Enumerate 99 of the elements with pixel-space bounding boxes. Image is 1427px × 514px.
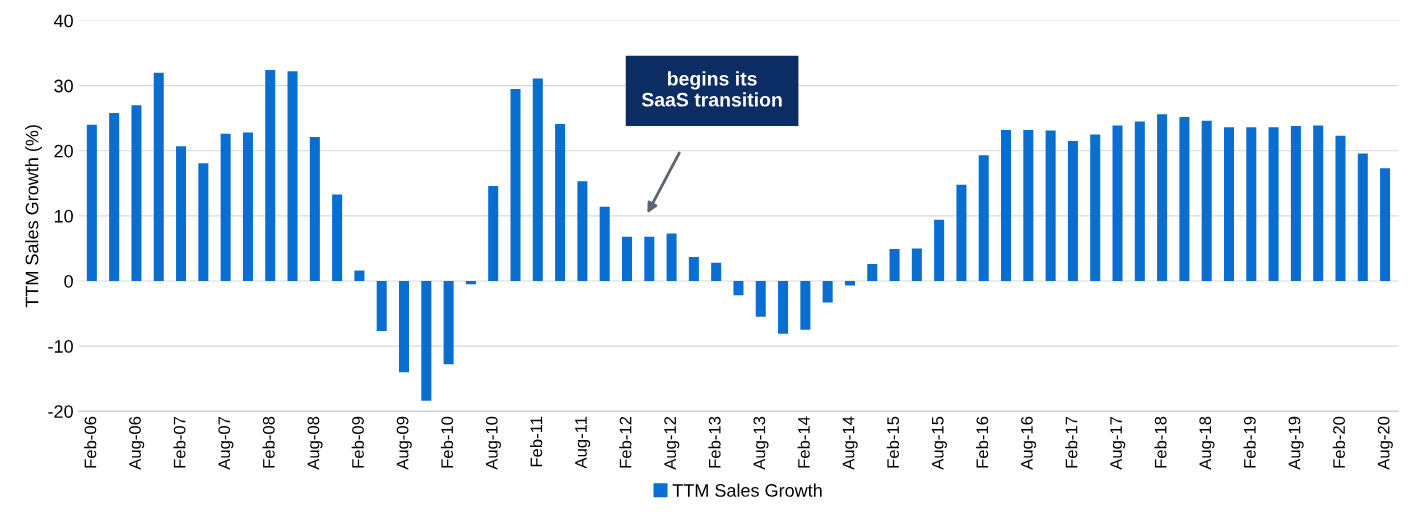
bar xyxy=(599,206,610,281)
x-tick-label: Feb-09 xyxy=(351,416,364,468)
bar xyxy=(844,280,855,286)
bar xyxy=(1201,120,1212,281)
bar xyxy=(755,280,766,317)
bar xyxy=(465,280,476,285)
bar xyxy=(733,280,744,296)
x-tick-label: Aug-08 xyxy=(307,416,323,470)
bar xyxy=(1290,126,1301,281)
bar xyxy=(1023,129,1034,281)
bar xyxy=(867,264,878,281)
bar xyxy=(421,280,432,401)
bar xyxy=(778,280,789,334)
bar xyxy=(711,262,722,281)
y-tick-label: 20 xyxy=(54,144,73,158)
x-tick-label: Feb-06 xyxy=(84,416,97,468)
x-tick-label: Aug-09 xyxy=(396,416,412,470)
bar xyxy=(131,105,142,281)
x-tick-label: Feb-16 xyxy=(975,416,989,468)
y-tick-label: -10 xyxy=(48,340,73,353)
bar xyxy=(978,155,989,281)
bar xyxy=(555,124,566,281)
y-tick-label: 40 xyxy=(53,14,73,28)
bar xyxy=(443,280,454,365)
bar xyxy=(176,146,187,281)
bar xyxy=(1045,130,1056,281)
x-tick-label: Feb-13 xyxy=(708,416,721,468)
x-tick-label: Feb-07 xyxy=(173,416,186,468)
bar xyxy=(354,270,365,281)
bar xyxy=(488,185,499,281)
bar xyxy=(688,256,699,281)
bar xyxy=(198,163,209,281)
x-tick-label: Aug-12 xyxy=(664,416,680,470)
x-tick-label: Aug-11 xyxy=(575,416,591,469)
bar xyxy=(109,113,120,281)
legend-label: TTM Sales Growth xyxy=(672,483,822,497)
bar xyxy=(1357,153,1368,281)
bar xyxy=(1380,168,1391,281)
bar xyxy=(220,133,231,281)
bar xyxy=(1090,134,1101,281)
bar xyxy=(510,88,521,281)
bar xyxy=(822,280,833,303)
x-tick-label: Aug-20 xyxy=(1377,416,1393,470)
bar xyxy=(644,236,655,281)
bar xyxy=(287,71,298,281)
bar xyxy=(1313,125,1324,281)
x-tick-label: Feb-19 xyxy=(1243,416,1256,468)
x-tick-label: Feb-08 xyxy=(262,416,275,468)
x-tick-label: Feb-20 xyxy=(1332,416,1345,468)
x-tick-label: Aug-07 xyxy=(218,416,234,470)
bar xyxy=(911,248,922,281)
x-tick-label: Feb-10 xyxy=(440,416,454,468)
x-tick-label: Feb-18 xyxy=(1154,416,1167,468)
bar xyxy=(1001,129,1012,281)
bar xyxy=(577,181,588,281)
bar xyxy=(1179,116,1190,281)
bar xyxy=(1112,125,1123,281)
bar xyxy=(1335,135,1346,281)
bar xyxy=(376,280,387,332)
x-tick-label: Feb-12 xyxy=(619,416,632,468)
y-tick-label: -20 xyxy=(48,405,73,418)
bar xyxy=(399,280,410,373)
bar xyxy=(1157,114,1168,281)
bar xyxy=(1067,141,1078,281)
bar xyxy=(242,132,253,281)
x-tick-label: Aug-15 xyxy=(931,416,947,470)
bar xyxy=(800,280,811,330)
bar xyxy=(332,194,343,281)
x-tick-label: Aug-17 xyxy=(1110,416,1126,470)
x-tick-label: Aug-18 xyxy=(1199,416,1215,470)
y-tick-label: 30 xyxy=(54,79,73,93)
x-tick-label: Feb-14 xyxy=(797,416,810,468)
annotation: begins its SaaS transition xyxy=(641,71,782,107)
bar xyxy=(1223,127,1235,281)
bar xyxy=(532,78,543,281)
bar xyxy=(956,184,967,281)
bar xyxy=(666,233,677,281)
x-tick-label: Feb-17 xyxy=(1065,416,1078,468)
x-tick-label: Aug-14 xyxy=(842,416,858,470)
bar xyxy=(1246,127,1257,281)
x-tick-label: Feb-11 xyxy=(530,416,543,467)
y-tick-label: 0 xyxy=(64,274,73,288)
y-tick-label: 10 xyxy=(54,209,73,223)
x-tick-label: Feb-15 xyxy=(886,416,900,468)
bar xyxy=(153,72,164,281)
x-tick-label: Aug-06 xyxy=(129,416,145,470)
bar xyxy=(1268,127,1279,281)
bar xyxy=(621,236,632,281)
x-tick-label: Aug-16 xyxy=(1021,416,1037,470)
bar xyxy=(309,137,320,281)
x-tick-label: Aug-10 xyxy=(485,416,501,470)
bar xyxy=(889,249,900,281)
bar xyxy=(86,124,97,281)
bar xyxy=(265,70,276,281)
bar xyxy=(1134,121,1145,281)
x-tick-label: Aug-13 xyxy=(753,416,769,470)
y-axis-title: TTM Sales Growth (%) xyxy=(25,125,42,308)
bar xyxy=(934,219,945,281)
x-tick-label: Aug-19 xyxy=(1288,416,1304,470)
